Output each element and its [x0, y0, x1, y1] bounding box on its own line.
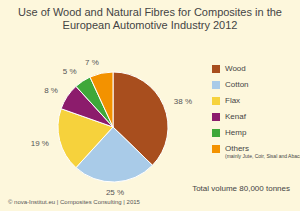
svg-text:25 %: 25 %	[106, 188, 124, 197]
svg-text:5 %: 5 %	[63, 67, 77, 76]
svg-text:19 %: 19 %	[31, 139, 49, 148]
svg-text:8 %: 8 %	[44, 86, 58, 95]
html-text:Others: Others	[225, 144, 249, 153]
html-text:Flax: Flax	[225, 96, 241, 105]
html-text:Hemp: Hemp	[225, 128, 247, 137]
svg-text:38 %: 38 %	[174, 97, 192, 106]
html-text:Kenaf: Kenaf	[225, 112, 246, 121]
svg-text:7 %: 7 %	[85, 58, 99, 67]
html-text:© nova-Institut.eu | Composite: © nova-Institut.eu | Composites Consulti…	[8, 199, 140, 205]
html-text:Total volume 80,000 tonnes: Total volume 80,000 tonnes	[192, 184, 290, 193]
html-text:Use of Wood and Natural Fibres: Use of Wood and Natural Fibres for Compo…	[18, 6, 282, 31]
html-text:Cotton: Cotton	[225, 80, 249, 89]
html-text:Wood: Wood	[225, 64, 246, 73]
